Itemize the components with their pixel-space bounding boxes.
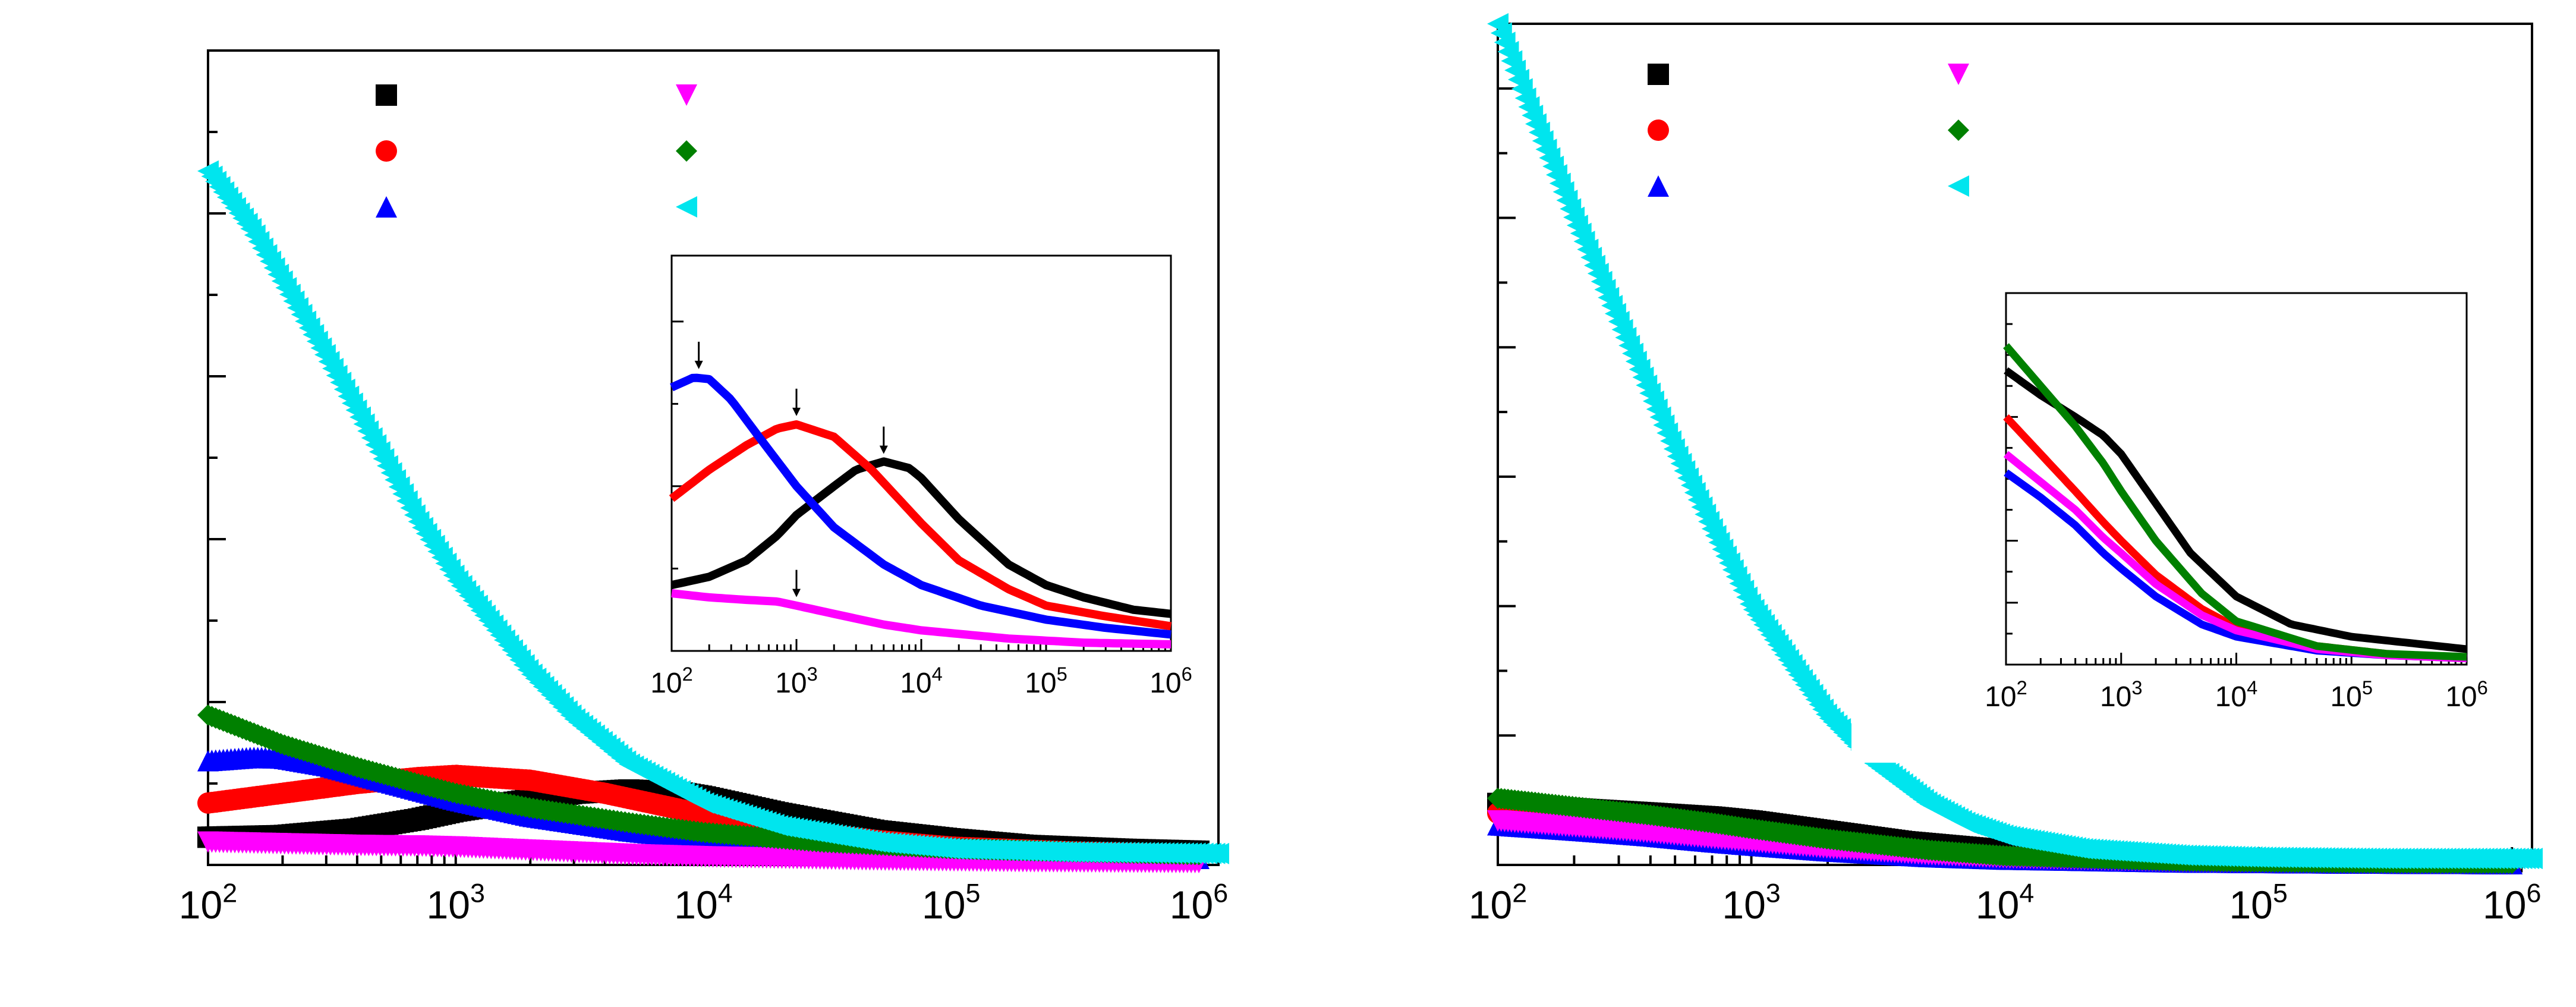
b-legend-marker [1948, 119, 1969, 141]
tick-exponent: 2 [682, 663, 693, 685]
tick-base: 10 [900, 668, 931, 699]
a-x-tick-label: 103 [427, 877, 485, 927]
b-inset-x-tick-label: 102 [1985, 676, 2027, 713]
b-inset: 102 103 104 105 106 [1851, 278, 2496, 763]
data-point [2521, 848, 2543, 870]
b-inset-series-line-ht-1100 [2003, 343, 2467, 661]
a-inset-x-tick-label: 106 [1150, 663, 1192, 699]
b-inset-x-tick-label: 106 [2445, 676, 2488, 713]
b-legend-marker [1948, 64, 1969, 85]
tick-base: 10 [2215, 681, 2247, 713]
tick-base: 10 [427, 883, 470, 927]
a-inset: 102 103 104 105 106 [650, 254, 1192, 699]
tick-exponent: 3 [470, 877, 485, 908]
tick-exponent: 3 [807, 663, 818, 685]
tick-base: 10 [2483, 883, 2526, 927]
tick-base: 10 [1150, 668, 1181, 699]
a-legend-marker [376, 140, 397, 162]
b-inset-background [1851, 278, 2496, 763]
a-legend-marker [376, 84, 397, 106]
a-legend-marker [676, 196, 697, 218]
tick-base: 10 [674, 883, 717, 927]
tick-base: 10 [2229, 883, 2272, 927]
tick-exponent: 3 [1766, 877, 1781, 908]
tick-exponent: 6 [1213, 877, 1228, 908]
a-inset-x-tick-label: 105 [1025, 663, 1067, 699]
tick-exponent: 5 [2273, 877, 2288, 908]
b-inset-series-line-ht-400 [2004, 367, 2467, 653]
b-legend-marker [1648, 175, 1669, 197]
a-series-ht-1200 [197, 160, 1229, 864]
tick-base: 10 [2100, 681, 2131, 713]
b-legend-marker [1648, 64, 1669, 85]
tick-base: 10 [2330, 681, 2361, 713]
tick-exponent: 5 [965, 877, 980, 908]
a-inset-series-line-ht-600 [670, 373, 1172, 639]
tick-exponent: 5 [2362, 676, 2373, 698]
a-x-tick-label: 102 [179, 877, 237, 927]
a-legend-marker [376, 196, 397, 218]
tick-exponent: 4 [718, 877, 733, 908]
a-inset-x-tick-label: 102 [650, 663, 693, 699]
a-inset-annotation-arrowhead [879, 445, 888, 454]
tick-exponent: 4 [932, 663, 943, 685]
a-x-tick-label: 105 [922, 877, 980, 927]
a-legend-marker [676, 140, 697, 162]
tick-base: 10 [650, 668, 682, 699]
tick-base: 10 [2445, 681, 2477, 713]
tick-exponent: 2 [222, 877, 237, 908]
b-inset-x-tick-label: 104 [2215, 676, 2258, 713]
tick-exponent: 6 [2477, 676, 2488, 698]
b-x-tick-label: 105 [2229, 877, 2287, 927]
tick-exponent: 6 [2526, 877, 2541, 908]
a-inset-x-tick-label: 103 [775, 663, 818, 699]
tick-base: 10 [1025, 668, 1056, 699]
tick-exponent: 3 [2131, 676, 2142, 698]
tick-exponent: 5 [1057, 663, 1067, 685]
a-inset-annotation-arrowhead [694, 360, 703, 369]
tick-base: 10 [1722, 883, 1765, 927]
b-x-tick-label: 104 [1976, 877, 2034, 927]
a-inset-annotation-arrowhead [792, 589, 801, 597]
tick-base: 10 [775, 668, 807, 699]
a-inset-annotation-arrowhead [792, 407, 801, 416]
a-x-tick-label: 104 [674, 877, 732, 927]
tick-exponent: 6 [1182, 663, 1192, 685]
tick-base: 10 [922, 883, 965, 927]
tick-exponent: 2 [2017, 676, 2027, 698]
b-legend-marker [1948, 175, 1969, 197]
a-inset-series-line-ht-500 [669, 420, 1172, 631]
a-inset-x-tick-label: 104 [900, 663, 943, 699]
tick-base: 10 [1469, 883, 1512, 927]
tick-base: 10 [1985, 681, 2016, 713]
a-inset-background [672, 256, 1171, 651]
b-x-tick-label: 102 [1469, 877, 1527, 927]
b-x-tick-label: 106 [2483, 877, 2541, 927]
a-legend-marker [676, 84, 697, 106]
b-inset-x-tick-label: 103 [2100, 676, 2143, 713]
a-inset-series-line-ht-400 [670, 457, 1172, 618]
tick-exponent: 2 [1512, 877, 1527, 908]
b-legend-marker [1648, 119, 1669, 141]
b-inset-x-tick-label: 105 [2330, 676, 2373, 713]
tick-exponent: 4 [2247, 676, 2257, 698]
a-inset-series-line-ht-900 [671, 589, 1172, 649]
data-point [1208, 842, 1229, 864]
tick-base: 10 [179, 883, 222, 927]
a-x-tick-label: 106 [1170, 877, 1228, 927]
tick-exponent: 4 [2019, 877, 2034, 908]
b-x-tick-label: 103 [1722, 877, 1780, 927]
tick-base: 10 [1170, 883, 1213, 927]
tick-base: 10 [1976, 883, 2019, 927]
